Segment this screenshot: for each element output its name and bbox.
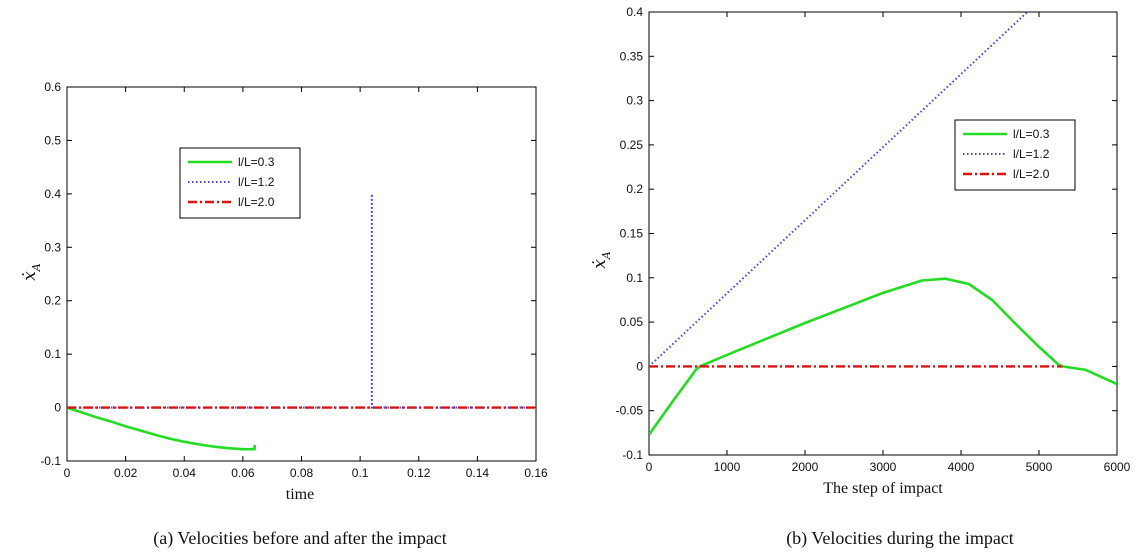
- x-tick-label: 0.16: [524, 466, 548, 480]
- legend-label: l/L=1.2: [238, 175, 275, 189]
- panel-a: 0 0.02 0.04 0.06 0.08 0.1 0.12 0.14 0.16-0.100.1…: [20, 80, 548, 549]
- y-tick-label: 0.2: [626, 182, 643, 196]
- y-tick-label: 0.35: [620, 49, 644, 63]
- x-tick-label: 0: [646, 460, 653, 474]
- y-tick-label: 0.4: [44, 187, 61, 201]
- x-tick-label: 0.08: [290, 466, 314, 480]
- x-tick-label: 0.06: [231, 466, 255, 480]
- series-line-l-l-0-3: [67, 406, 256, 451]
- x-axis-label: time: [286, 486, 314, 503]
- x-tick-label: 0.04: [173, 466, 197, 480]
- x-tick-label: 3000: [870, 460, 897, 474]
- y-axis-label: ẋA: [20, 263, 43, 281]
- legend-label: l/L=2.0: [238, 195, 275, 209]
- legend: l/L=0.3 l/L=1.2 l/L=2.0: [954, 119, 1076, 191]
- y-tick-label: -0.05: [616, 404, 644, 418]
- legend-label: l/L=2.0: [1013, 167, 1050, 181]
- y-tick-label: 0.25: [620, 138, 644, 152]
- y-tick-label: 0.15: [620, 227, 644, 241]
- y-tick-label: 0.2: [44, 294, 61, 308]
- y-tick-label: 0.05: [620, 315, 644, 329]
- x-tick-label: 2000: [792, 460, 819, 474]
- y-tick-label: 0.1: [44, 347, 61, 361]
- panel-caption: (a) Velocities before and after the impa…: [153, 528, 447, 549]
- series-group: [649, 12, 1117, 436]
- x-tick-label: 1000: [714, 460, 741, 474]
- x-tick-label: 0: [64, 466, 71, 480]
- legend-label: l/L=1.2: [1013, 147, 1050, 161]
- y-tick-label: 0.3: [626, 94, 643, 108]
- x-tick-label: 0.02: [114, 466, 138, 480]
- y-tick-label: 0: [54, 401, 61, 415]
- x-tick-label: 5000: [1026, 460, 1053, 474]
- y-tick-label: 0.5: [44, 133, 61, 147]
- y-tick-label: -0.1: [40, 454, 61, 468]
- x-tick-label: 0.14: [466, 466, 490, 480]
- series-line-l-l-0-3: [649, 277, 1117, 436]
- y-axis-label: ẋA: [590, 251, 613, 269]
- y-tick-label: 0.6: [44, 80, 61, 94]
- plot-frame: [648, 11, 1118, 456]
- series-group: [67, 192, 536, 451]
- x-tick-label: 4000: [948, 460, 975, 474]
- y-tick-label: 0.1: [626, 271, 643, 285]
- legend-label: l/L=0.3: [238, 155, 275, 169]
- x-axis-label: The step of impact: [823, 480, 943, 497]
- plot-frame: [66, 86, 537, 462]
- y-tick-label: -0.1: [622, 448, 643, 462]
- x-tick-label: 0.12: [407, 466, 431, 480]
- panel-caption: (b) Velocities during the impact: [786, 528, 1014, 549]
- legend-label: l/L=0.3: [1013, 127, 1050, 141]
- x-tick-label: 6000: [1104, 460, 1131, 474]
- legend: l/L=0.3 l/L=1.2 l/L=2.0: [179, 147, 301, 219]
- panel-b: 0 1000 2000 3000 4000 5000 6000 -0.1 -0.05 0 0.05 0…: [590, 5, 1131, 549]
- y-tick-label: 0.3: [44, 240, 61, 254]
- y-tick-label: 0: [636, 359, 643, 373]
- legend-box: [179, 147, 301, 219]
- x-tick-label: 0.1: [352, 466, 369, 480]
- y-tick-label: 0.4: [626, 5, 643, 19]
